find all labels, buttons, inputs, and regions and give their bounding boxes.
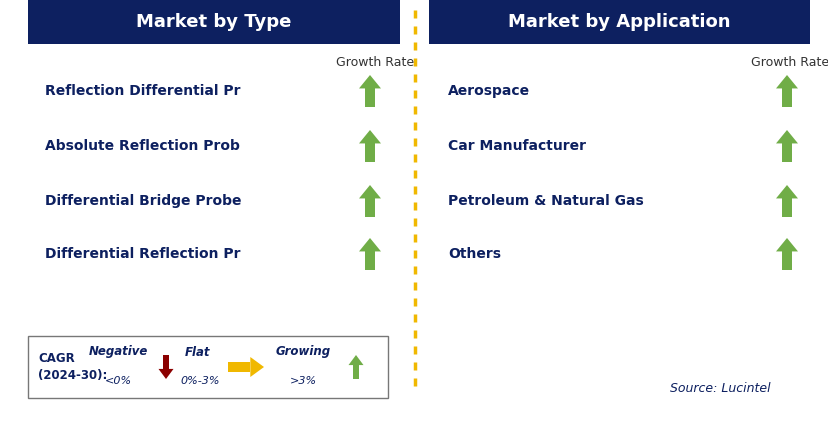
Text: Market by Type: Market by Type (136, 13, 291, 31)
FancyBboxPatch shape (28, 0, 400, 44)
Text: Absolute Reflection Prob: Absolute Reflection Prob (45, 139, 239, 153)
Polygon shape (782, 144, 791, 162)
Text: Others: Others (447, 247, 500, 261)
Polygon shape (353, 365, 359, 379)
Text: Aerospace: Aerospace (447, 84, 529, 98)
Polygon shape (162, 355, 169, 369)
Polygon shape (359, 130, 381, 144)
Text: Differential Bridge Probe: Differential Bridge Probe (45, 194, 241, 208)
Text: (2024-30):: (2024-30): (38, 368, 108, 381)
Polygon shape (158, 369, 173, 379)
Polygon shape (359, 238, 381, 252)
Polygon shape (782, 198, 791, 217)
Text: Growth Rate: Growth Rate (750, 57, 828, 70)
FancyBboxPatch shape (28, 336, 388, 398)
Polygon shape (348, 355, 363, 365)
Polygon shape (250, 357, 263, 377)
Polygon shape (775, 130, 797, 144)
Polygon shape (775, 185, 797, 198)
Polygon shape (775, 238, 797, 252)
Text: Car Manufacturer: Car Manufacturer (447, 139, 585, 153)
Text: Differential Reflection Pr: Differential Reflection Pr (45, 247, 240, 261)
Text: >3%: >3% (289, 376, 316, 386)
Polygon shape (782, 88, 791, 107)
Polygon shape (775, 75, 797, 88)
Polygon shape (365, 252, 374, 270)
Text: Negative: Negative (89, 346, 147, 359)
Text: Reflection Differential Pr: Reflection Differential Pr (45, 84, 240, 98)
Text: Petroleum & Natural Gas: Petroleum & Natural Gas (447, 194, 643, 208)
Text: Source: Lucintel: Source: Lucintel (669, 381, 769, 395)
Polygon shape (359, 185, 381, 198)
Text: Growth Rate: Growth Rate (335, 57, 413, 70)
Polygon shape (365, 198, 374, 217)
Text: 0%-3%: 0%-3% (180, 376, 219, 386)
Text: Flat: Flat (185, 346, 210, 359)
FancyBboxPatch shape (428, 0, 809, 44)
Polygon shape (365, 144, 374, 162)
Polygon shape (228, 362, 250, 372)
Polygon shape (782, 252, 791, 270)
Polygon shape (359, 75, 381, 88)
Text: <0%: <0% (104, 376, 132, 386)
Text: CAGR: CAGR (38, 352, 75, 366)
Text: Growing: Growing (275, 346, 330, 359)
Text: Market by Application: Market by Application (508, 13, 729, 31)
Polygon shape (365, 88, 374, 107)
